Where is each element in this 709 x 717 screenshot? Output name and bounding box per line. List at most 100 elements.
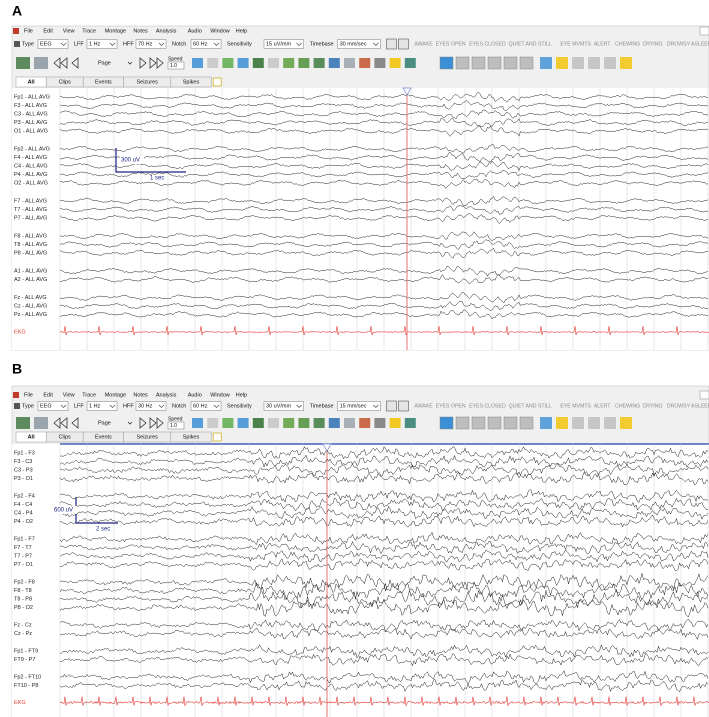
icon[interactable] — [252, 58, 264, 68]
tab-label[interactable]: Spikes — [183, 434, 200, 440]
cursor-marker[interactable] — [322, 443, 332, 452]
icon[interactable] — [389, 418, 401, 428]
icon[interactable] — [268, 418, 279, 428]
filter-dropdown[interactable] — [190, 39, 222, 49]
menu-item[interactable]: Window — [210, 28, 230, 34]
icon[interactable] — [439, 56, 454, 70]
event-button[interactable]: QUIET AND STILL — [509, 403, 552, 409]
icon[interactable] — [283, 58, 295, 68]
icon[interactable] — [588, 57, 600, 69]
icon[interactable] — [222, 418, 234, 428]
icon[interactable] — [540, 417, 552, 429]
icon[interactable] — [16, 57, 30, 69]
icon[interactable] — [374, 418, 386, 428]
filter-dropdown[interactable] — [135, 401, 167, 411]
filter-dropdown[interactable] — [135, 39, 167, 49]
icon[interactable] — [503, 416, 518, 430]
filter-value[interactable]: 1 Hz — [89, 403, 101, 409]
icon[interactable] — [359, 58, 371, 68]
filter-value[interactable]: 70 Hz — [138, 41, 153, 47]
filter-value[interactable]: 15 uV/mm — [266, 41, 291, 47]
event-button[interactable]: EYE MVMTS — [560, 403, 591, 409]
filter-value[interactable]: EEG — [40, 403, 52, 409]
filter-dropdown[interactable] — [263, 39, 304, 49]
icon[interactable] — [620, 417, 632, 429]
menu-item[interactable]: File — [24, 392, 33, 398]
icon[interactable] — [556, 57, 568, 69]
icon[interactable] — [374, 58, 386, 68]
icon[interactable] — [192, 58, 203, 68]
icon[interactable] — [313, 418, 325, 428]
icon[interactable] — [298, 58, 310, 68]
filter-dropdown[interactable] — [86, 401, 118, 411]
tab-label[interactable]: Events — [95, 434, 112, 440]
tab-label[interactable]: Clips — [59, 79, 71, 85]
event-button[interactable]: DROWSY — [667, 41, 691, 47]
menu-item[interactable]: Help — [236, 392, 247, 398]
event-button[interactable]: EYE MVMTS — [560, 41, 591, 47]
icon[interactable] — [268, 58, 279, 68]
menu-item[interactable]: Notes — [133, 392, 148, 398]
filter-dropdown[interactable] — [37, 401, 69, 411]
toolbar-button[interactable] — [386, 400, 397, 412]
icon[interactable] — [344, 58, 355, 68]
filter-dropdown[interactable] — [37, 39, 69, 49]
toolbar-button[interactable] — [398, 400, 409, 412]
icon[interactable] — [604, 57, 616, 69]
filter-value[interactable]: EEG — [40, 41, 52, 47]
event-button[interactable]: CRYING — [642, 403, 662, 409]
tab-label[interactable]: Seizures — [136, 434, 158, 440]
menu-item[interactable]: Analysis — [156, 392, 177, 398]
menu-item[interactable]: Montage — [105, 28, 126, 34]
filter-value[interactable]: 30 mm/sec — [340, 41, 367, 47]
icon[interactable] — [328, 418, 340, 428]
tab[interactable] — [170, 431, 212, 443]
icon[interactable] — [620, 57, 632, 69]
tab-label[interactable]: All — [28, 434, 36, 440]
icon[interactable] — [455, 56, 470, 70]
event-button[interactable]: EYES OPEN — [436, 41, 466, 47]
icon[interactable] — [572, 417, 584, 429]
icon[interactable] — [471, 56, 486, 70]
icon[interactable] — [313, 58, 325, 68]
speed-box[interactable] — [167, 421, 185, 430]
menu-item[interactable]: Trace — [82, 28, 96, 34]
tab-label[interactable]: Seizures — [136, 79, 158, 85]
icon[interactable] — [16, 417, 30, 429]
icon[interactable] — [127, 417, 164, 429]
event-button[interactable]: DROWSY — [667, 403, 691, 409]
filter-dropdown[interactable] — [86, 39, 118, 49]
icon[interactable] — [540, 57, 552, 69]
filter-value[interactable]: 60 Hz — [193, 403, 208, 409]
menu-item[interactable]: Audio — [188, 28, 202, 34]
icon[interactable] — [572, 57, 584, 69]
filter-dropdown[interactable] — [190, 401, 222, 411]
icon[interactable] — [237, 418, 249, 428]
icon[interactable] — [283, 418, 295, 428]
toolbar-button[interactable] — [386, 38, 397, 50]
cursor-marker[interactable] — [402, 87, 412, 96]
icon[interactable] — [53, 417, 79, 429]
icon[interactable] — [404, 58, 416, 68]
menu-item[interactable]: View — [63, 392, 75, 398]
icon[interactable] — [328, 58, 340, 68]
icon[interactable] — [34, 57, 48, 69]
icon[interactable] — [207, 58, 219, 68]
menu-item[interactable]: View — [63, 28, 75, 34]
icon[interactable] — [455, 416, 470, 430]
icon[interactable] — [207, 418, 219, 428]
menu-item[interactable]: Window — [210, 392, 230, 398]
menu-item[interactable]: Edit — [43, 28, 53, 34]
icon[interactable] — [127, 57, 164, 69]
icon[interactable] — [53, 57, 79, 69]
icon[interactable] — [237, 58, 249, 68]
event-button[interactable]: ALERT — [594, 403, 611, 409]
icon[interactable] — [222, 58, 234, 68]
event-button[interactable]: AWAKE — [414, 403, 433, 409]
menu-item[interactable]: Audio — [188, 392, 202, 398]
event-button[interactable]: CHEWING — [615, 403, 640, 409]
icon[interactable] — [389, 58, 401, 68]
icon[interactable] — [604, 417, 616, 429]
icon[interactable] — [471, 416, 486, 430]
event-button[interactable]: CRYING — [642, 41, 662, 47]
